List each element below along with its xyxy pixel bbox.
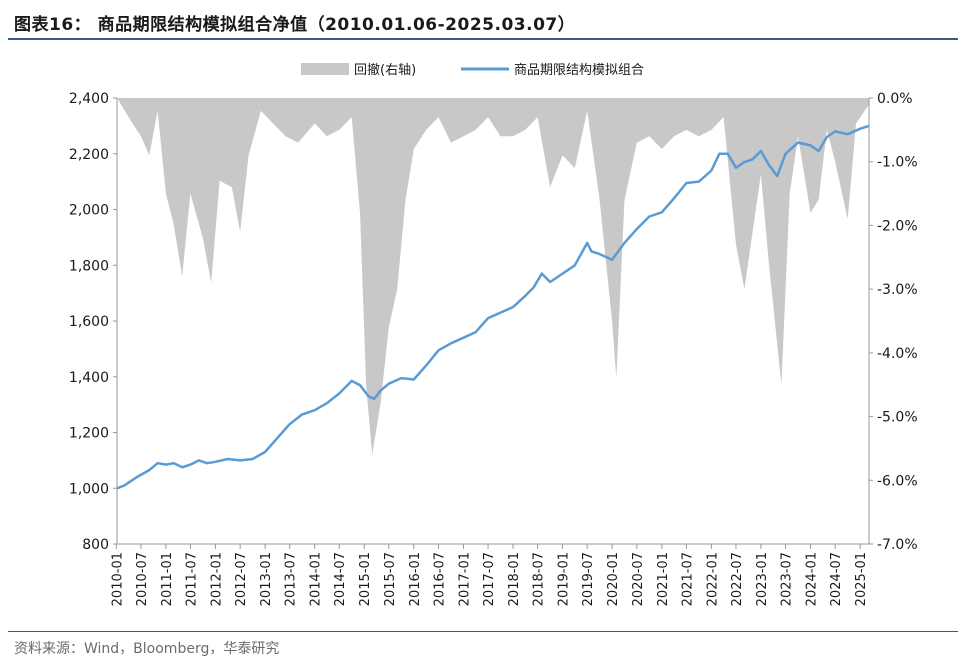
- x-tick-label: 2010-07: [135, 552, 150, 606]
- x-tick-label: 2023-01: [755, 552, 770, 606]
- right-tick-label: -2.0%: [877, 218, 918, 234]
- source-note: 资料来源：Wind，Bloomberg，华泰研究: [14, 641, 280, 657]
- x-tick-label: 2015-07: [383, 552, 398, 606]
- x-tick-label: 2012-07: [234, 552, 249, 606]
- x-tick-label: 2019-07: [581, 552, 596, 606]
- right-tick-label: -4.0%: [877, 346, 918, 362]
- x-tick-label: 2022-01: [705, 552, 720, 606]
- x-tick-label: 2013-01: [259, 552, 274, 606]
- left-tick-label: 1,000: [69, 481, 109, 497]
- x-tick-label: 2010-01: [110, 552, 125, 606]
- x-tick-label: 2019-01: [557, 552, 572, 606]
- left-tick-label: 800: [82, 537, 109, 553]
- x-tick-label: 2023-07: [780, 552, 795, 606]
- x-tick-label: 2021-07: [680, 552, 695, 606]
- footer-rule: [8, 631, 958, 632]
- drawdown-area: [117, 98, 869, 455]
- x-tick-label: 2025-01: [854, 552, 869, 606]
- right-tick-label: -1.0%: [877, 155, 918, 171]
- x-tick-label: 2017-01: [457, 552, 472, 606]
- title-rule: [8, 38, 958, 40]
- right-tick-label: -3.0%: [877, 282, 918, 298]
- legend-drawdown-swatch: [301, 63, 349, 75]
- left-tick-label: 2,200: [69, 147, 109, 163]
- x-tick-label: 2014-07: [333, 552, 348, 606]
- left-tick-label: 1,200: [69, 426, 109, 442]
- left-tick-label: 2,000: [69, 203, 109, 219]
- right-tick-label: 0.0%: [877, 91, 913, 107]
- left-tick-label: 1,400: [69, 370, 109, 386]
- nav-line: [116, 124, 870, 490]
- legend-drawdown-label: 回撤(右轴): [354, 62, 416, 78]
- right-tick-label: -6.0%: [877, 473, 918, 489]
- x-tick-label: 2016-07: [432, 552, 447, 606]
- legend-nav-label: 商品期限结构模拟组合: [514, 63, 644, 78]
- x-tick-label: 2013-07: [284, 552, 299, 606]
- x-tick-label: 2024-07: [829, 552, 844, 606]
- x-tick-label: 2011-01: [160, 552, 175, 606]
- chart-title: 图表16： 商品期限结构模拟组合净值（2010.01.06-2025.03.07…: [14, 15, 576, 35]
- left-tick-label: 1,600: [69, 314, 109, 330]
- x-tick-label: 2012-01: [209, 552, 224, 606]
- x-tick-label: 2020-07: [631, 552, 646, 606]
- x-tick-label: 2015-01: [358, 552, 373, 606]
- right-tick-label: -5.0%: [877, 410, 918, 426]
- x-tick-label: 2011-07: [184, 552, 199, 606]
- x-tick-label: 2021-01: [656, 552, 671, 606]
- x-tick-label: 2017-07: [482, 552, 497, 606]
- left-tick-label: 1,800: [69, 258, 109, 274]
- x-tick-label: 2014-01: [309, 552, 324, 606]
- x-tick-label: 2024-01: [804, 552, 819, 606]
- left-tick-label: 2,400: [69, 91, 109, 107]
- x-tick-label: 2016-01: [408, 552, 423, 606]
- x-tick-label: 2022-07: [730, 552, 745, 606]
- x-tick-label: 2018-07: [532, 552, 547, 606]
- x-tick-label: 2020-01: [606, 552, 621, 606]
- x-tick-label: 2018-01: [507, 552, 522, 606]
- right-tick-label: -7.0%: [877, 537, 918, 553]
